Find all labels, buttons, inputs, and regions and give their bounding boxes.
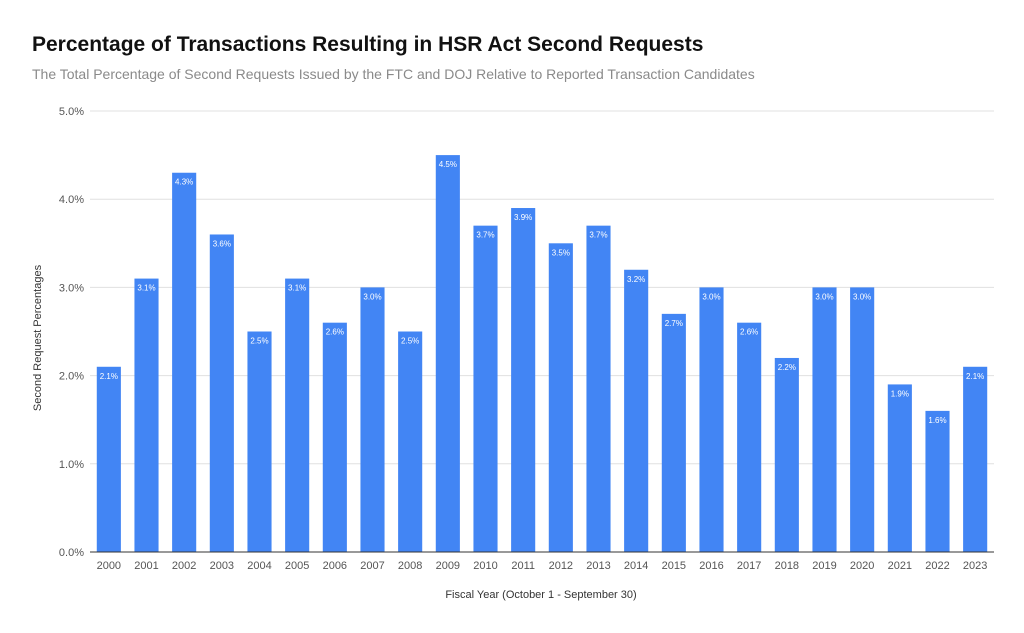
- x-tick-label: 2016: [699, 560, 723, 572]
- bar: [209, 234, 234, 553]
- bar: [398, 331, 423, 552]
- bar: [699, 287, 724, 552]
- bar-value-label: 3.0%: [363, 292, 381, 301]
- x-tick-label: 2001: [134, 560, 158, 572]
- bar: [737, 322, 762, 552]
- x-axis-title: Fiscal Year (October 1 - September 30): [445, 589, 636, 601]
- y-tick-label: 5.0%: [59, 106, 84, 118]
- chart-subtitle: The Total Percentage of Second Requests …: [32, 66, 755, 82]
- bar: [774, 357, 799, 552]
- bar: [172, 172, 197, 553]
- bar-value-label: 1.9%: [891, 389, 909, 398]
- bar-value-label: 3.6%: [213, 239, 231, 248]
- y-tick-label: 3.0%: [59, 282, 84, 294]
- x-tick-label: 2011: [511, 560, 535, 572]
- x-tick-label: 2019: [812, 560, 836, 572]
- x-tick-label: 2013: [586, 560, 610, 572]
- x-tick-label: 2004: [247, 560, 271, 572]
- bar-value-label: 4.5%: [439, 160, 457, 169]
- bar: [812, 287, 837, 552]
- gridlines: [90, 110, 994, 465]
- bar-value-label: 2.1%: [100, 372, 118, 381]
- bar: [661, 313, 686, 552]
- bar: [96, 366, 121, 552]
- bar: [963, 366, 988, 552]
- bar: [925, 410, 950, 552]
- y-axis-title: Second Request Percentages: [32, 264, 44, 411]
- bar-value-label: 3.1%: [137, 284, 155, 293]
- x-tick-label: 2023: [963, 560, 987, 572]
- x-tick-label: 2007: [360, 560, 384, 572]
- bar-value-label: 2.2%: [778, 363, 796, 372]
- x-tick-label: 2017: [737, 560, 761, 572]
- y-tick-label: 1.0%: [59, 459, 84, 471]
- bar-value-label: 2.7%: [665, 319, 683, 328]
- bar-value-label: 3.9%: [514, 213, 532, 222]
- y-tick-label: 4.0%: [59, 194, 84, 206]
- bar-value-label: 3.7%: [476, 231, 494, 240]
- bar-value-label: 3.2%: [627, 275, 645, 284]
- x-tick-label: 2005: [285, 560, 309, 572]
- bar: [435, 155, 460, 552]
- bar-value-label: 3.0%: [815, 292, 833, 301]
- x-tick-label: 2021: [888, 560, 912, 572]
- bar-value-label: 2.6%: [326, 328, 344, 337]
- bar-value-label: 4.3%: [175, 178, 193, 187]
- bar: [511, 208, 536, 552]
- bar: [887, 384, 912, 552]
- bar: [322, 322, 347, 552]
- bar: [586, 225, 611, 552]
- x-tick-label: 2000: [97, 560, 121, 572]
- bar-value-label: 1.6%: [928, 416, 946, 425]
- y-tick-label: 2.0%: [59, 371, 84, 383]
- chart-title: Percentage of Transactions Resulting in …: [32, 33, 704, 56]
- bar: [247, 331, 272, 552]
- y-tick-label: 0.0%: [59, 547, 84, 559]
- bar-value-label: 3.7%: [589, 231, 607, 240]
- x-tick-label: 2020: [850, 560, 874, 572]
- x-tick-label: 2010: [473, 560, 497, 572]
- bar: [850, 287, 875, 552]
- bar-value-label: 3.0%: [702, 292, 720, 301]
- x-tick-label: 2012: [549, 560, 573, 572]
- bar-value-label: 3.1%: [288, 284, 306, 293]
- x-tick-label: 2014: [624, 560, 648, 572]
- x-tick-label: 2018: [775, 560, 799, 572]
- bars: [96, 155, 988, 553]
- data-labels: 2.1% 3.1% 4.3% 3.6% 2.5% 3.1% 2.6% 3.0% 2.5% 4.5%…: [100, 160, 985, 425]
- x-tick-label: 2003: [210, 560, 234, 572]
- bar-value-label: 3.5%: [552, 248, 570, 257]
- axes: 0.0% 1.0% 2.0% 3.0% 4.0% 5.0% 2000 2001 2002 2003…: [59, 106, 994, 572]
- bar: [624, 269, 649, 552]
- bar-value-label: 2.5%: [401, 337, 419, 346]
- x-tick-label: 2009: [436, 560, 460, 572]
- bar-value-label: 2.5%: [250, 337, 268, 346]
- x-tick-label: 2022: [925, 560, 949, 572]
- bar-value-label: 2.6%: [740, 328, 758, 337]
- x-tick-label: 2008: [398, 560, 422, 572]
- x-tick-label: 2002: [172, 560, 196, 572]
- bar: [473, 225, 498, 552]
- bar: [548, 243, 573, 553]
- bar: [360, 287, 385, 552]
- bar: [285, 278, 310, 552]
- x-tick-label: 2006: [323, 560, 347, 572]
- bar-value-label: 3.0%: [853, 292, 871, 301]
- bar-value-label: 2.1%: [966, 372, 984, 381]
- bar: [134, 278, 159, 552]
- x-tick-label: 2015: [662, 560, 686, 572]
